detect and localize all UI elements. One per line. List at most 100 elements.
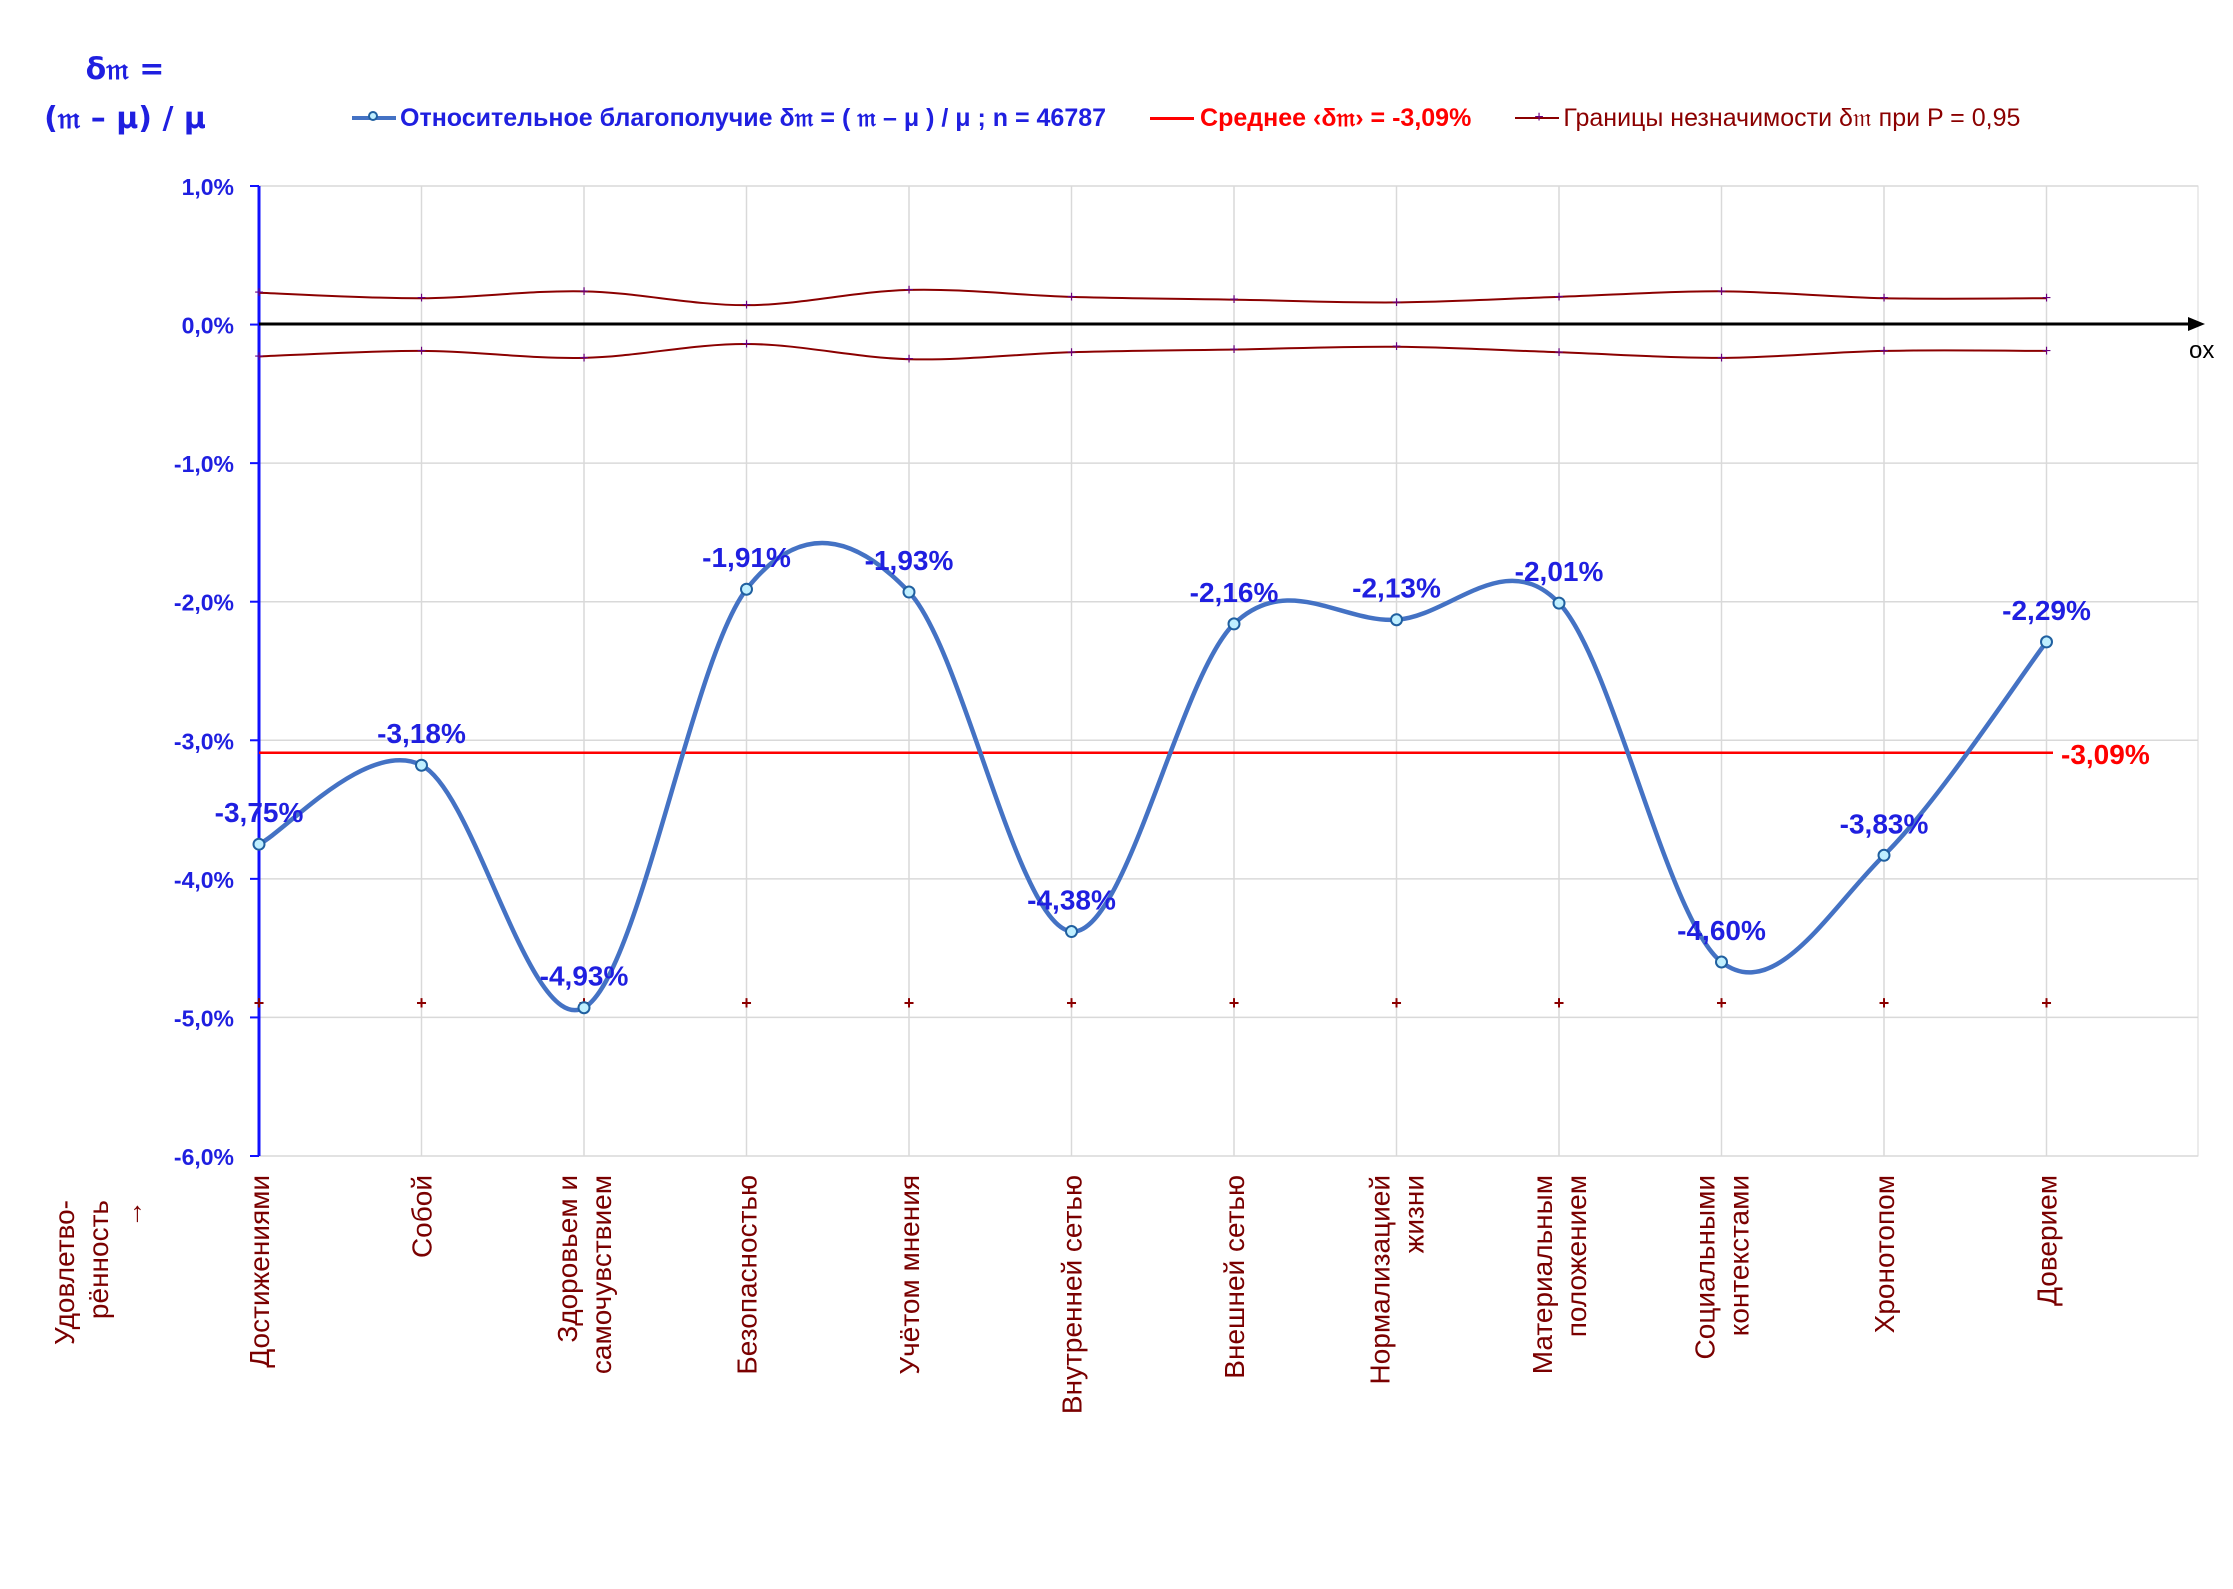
data-point	[902, 585, 916, 599]
baseline-marker: +	[416, 993, 427, 1013]
bound-marker: +	[1879, 290, 1888, 307]
bound-marker: +	[2042, 290, 2051, 307]
bound-marker: +	[1067, 344, 1076, 361]
data-label: -4,60%	[1677, 915, 1766, 946]
y-tick-label: -4,0%	[174, 867, 234, 893]
bound-marker: +	[1229, 342, 1238, 359]
baseline-marker: +	[1229, 993, 1240, 1013]
category-label: Социальными	[1690, 1175, 1721, 1359]
data-label: -1,91%	[702, 542, 791, 573]
bound-marker: +	[742, 297, 751, 314]
legend-swatch-bounds: +	[1515, 110, 1560, 126]
bound-upper-line	[258, 288, 2047, 307]
baseline-marker: +	[904, 993, 915, 1013]
category-label: самочувствием	[586, 1175, 617, 1374]
data-label: -1,93%	[865, 545, 954, 576]
data-label: -2,13%	[1352, 573, 1441, 604]
bound-marker: +	[904, 351, 913, 368]
category-label: Внутренней сетью	[1057, 1175, 1088, 1414]
legend-label-bounds: Границы незначимости δ𝔪 при P = 0,95	[1563, 103, 2021, 132]
bound-marker: +	[254, 285, 263, 302]
data-point	[1715, 955, 1728, 969]
y-axis-title-line1: δ𝔪 =	[85, 52, 165, 87]
baseline-marker: +	[1879, 993, 1890, 1013]
y-tick-label: -3,0%	[174, 728, 234, 754]
baseline-marker: +	[1716, 993, 1727, 1013]
baseline-marker: +	[1391, 993, 1402, 1013]
data-label: -3,75%	[215, 797, 304, 828]
x-axis-name: ox	[2189, 337, 2214, 364]
bound-marker: +	[1067, 289, 1076, 306]
category-label: Доверием	[2032, 1175, 2063, 1306]
category-label: положением	[1561, 1175, 1592, 1337]
data-point	[252, 837, 266, 851]
data-label: -3,18%	[377, 718, 466, 749]
bound-marker: +	[579, 283, 588, 300]
data-point	[1552, 596, 1566, 610]
data-label: -3,83%	[1840, 808, 1929, 839]
y-axis-title: δ𝔪 = (𝔪 – μ) / μ	[40, 52, 210, 136]
y-tick-label: -6,0%	[174, 1144, 234, 1170]
data-point	[1877, 848, 1891, 862]
baseline-marker: +	[1066, 993, 1077, 1013]
category-label: Здоровьем и	[552, 1175, 583, 1343]
category-label: Внешней сетью	[1219, 1175, 1250, 1379]
bound-marker: +	[904, 282, 913, 299]
bound-marker: +	[417, 290, 426, 307]
data-label: -4,93%	[540, 961, 629, 992]
category-label: Нормализацией	[1365, 1175, 1396, 1384]
baseline-marker: +	[254, 993, 265, 1013]
y-tick-label: -1,0%	[174, 451, 234, 477]
data-point	[2040, 635, 2053, 649]
legend-label-mean: Среднее ‹δ𝔪› = -3,09%	[1200, 103, 1472, 132]
data-point	[1227, 617, 1241, 631]
category-label: Достижениями	[244, 1175, 275, 1368]
data-label: -2,29%	[2002, 595, 2091, 626]
bound-marker: +	[1554, 344, 1563, 361]
data-label: -2,16%	[1190, 577, 1279, 608]
data-label: -2,01%	[1515, 556, 1604, 587]
category-label: Учётом мнения	[894, 1175, 925, 1375]
category-label: жизни	[1399, 1175, 1430, 1253]
bound-marker: +	[2042, 343, 2051, 360]
data-point	[740, 582, 753, 596]
y-tick-label: 0,0%	[182, 313, 234, 339]
legend-label-main: Относительное благополучие δ𝔪 = ( 𝔪 – μ …	[400, 103, 1107, 132]
bound-marker: +	[254, 348, 263, 365]
data-label: -4,38%	[1027, 885, 1116, 916]
category-label: Собой	[407, 1175, 438, 1258]
data-point	[577, 1001, 591, 1015]
y-axis-title-line2: (𝔪 – μ) / μ	[44, 101, 206, 136]
x-axis-arrow	[2188, 317, 2205, 331]
bound-lower-line	[258, 342, 2047, 361]
legend-swatch-mean	[1150, 116, 1195, 120]
main-series-line	[257, 540, 2049, 1013]
data-point	[415, 758, 428, 772]
y-tick-label: -2,0%	[174, 590, 234, 616]
category-label: контекстами	[1724, 1175, 1755, 1336]
bound-marker: +	[579, 350, 588, 367]
bound-marker: +	[742, 336, 751, 353]
bound-marker: +	[1554, 289, 1563, 306]
bound-marker: +	[1879, 343, 1888, 360]
data-point	[1065, 925, 1078, 939]
category-label: Материальным	[1527, 1175, 1558, 1374]
y-tick-label: -5,0%	[174, 1005, 234, 1031]
bound-marker: +	[1717, 350, 1726, 367]
category-label: Безопасностью	[732, 1175, 763, 1375]
legend: Относительное благополучие δ𝔪 = ( 𝔪 – μ …	[352, 100, 2020, 136]
baseline-marker: +	[1554, 993, 1565, 1013]
data-point	[1390, 613, 1403, 627]
bound-marker: +	[1392, 294, 1401, 311]
legend-swatch-main	[352, 111, 396, 121]
category-label: Хронотопом	[1869, 1175, 1900, 1333]
y-tick-label: 1,0%	[182, 174, 234, 200]
mean-value-label: -3,09%	[2061, 739, 2150, 770]
bound-marker: +	[1392, 339, 1401, 356]
baseline-marker: +	[2041, 993, 2052, 1013]
bound-marker: +	[1717, 283, 1726, 300]
baseline-marker: +	[741, 993, 752, 1013]
bound-marker: +	[417, 343, 426, 360]
bound-marker: +	[1229, 292, 1238, 309]
